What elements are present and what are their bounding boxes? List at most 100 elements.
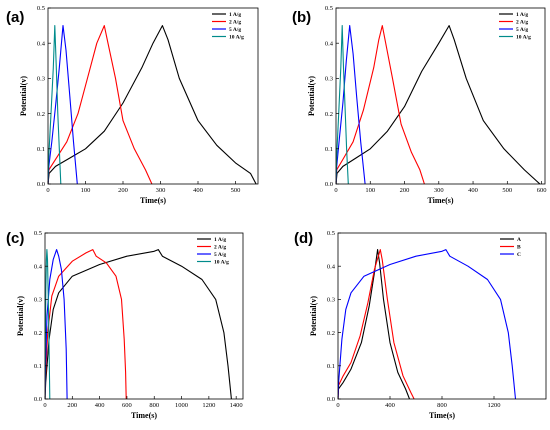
x-tick-label: 300 (156, 187, 166, 194)
y-tick-label: 0.3 (34, 297, 42, 304)
y-tick-label: 0.1 (325, 146, 333, 153)
x-axis-title: Time(s) (429, 411, 455, 420)
legend-entry: 2 A/g (229, 20, 241, 26)
series-line-2-a-g (48, 25, 153, 184)
legend-entry: 10 A/g (516, 35, 531, 41)
y-tick-label: 0.0 (325, 181, 333, 188)
y-tick-label: 0.2 (34, 330, 42, 337)
legend: 1 A/g 2 A/g5 A/g 10 A/g (212, 12, 244, 41)
legend: ABC (500, 237, 521, 258)
series-line-1-a-g (336, 25, 541, 184)
legend-entry: 10 A/g (214, 260, 229, 266)
panel-label: (b) (292, 9, 311, 26)
x-axis-title: Time(s) (131, 411, 157, 420)
legend-entry: B (517, 245, 521, 251)
series-line-5-a-g (45, 249, 68, 399)
chart-panel-0: (a) 0 100 200 300 400 500 0.0 0.1 0.2 0.3 0.4 0.5 Tim… (6, 5, 259, 205)
x-tick-label: 500 (231, 187, 241, 194)
x-tick-label: 500 (502, 187, 512, 194)
y-tick-label: 0.4 (34, 263, 43, 270)
y-axis-title: Potential(v) (309, 296, 318, 336)
series-line-5-a-g (336, 25, 366, 184)
y-tick-label: 0.5 (325, 5, 333, 12)
y-tick-label: 0.0 (327, 396, 335, 403)
legend-entry: 2 A/g (516, 20, 528, 26)
x-tick-label: 0 (43, 402, 46, 409)
x-tick-label: 0 (334, 187, 337, 194)
series-line-5-a-g (48, 25, 78, 184)
y-tick-label: 0.4 (37, 40, 46, 47)
series-line-c (338, 249, 517, 399)
y-tick-label: 0.1 (37, 146, 45, 153)
legend-entry: 5 A/g (229, 27, 241, 33)
x-tick-label: 200 (400, 187, 410, 194)
legend-entry: 1 A/g (214, 237, 226, 243)
y-tick-label: 0.4 (327, 263, 336, 270)
series-line-10-a-g (336, 25, 349, 184)
y-tick-label: 0.1 (34, 363, 42, 370)
y-tick-label: 0.3 (37, 76, 45, 83)
y-tick-label: 0.4 (325, 40, 334, 47)
series-line-2-a-g (45, 249, 127, 399)
panel-label: (c) (6, 230, 24, 247)
legend-entry: 2 A/g (214, 245, 226, 251)
plot-frame (47, 7, 259, 185)
legend-entry: 5 A/g (214, 252, 226, 258)
x-tick-label: 600 (122, 402, 132, 409)
legend-entry: 10 A/g (229, 35, 244, 41)
x-tick-label: 0 (336, 402, 339, 409)
x-tick-label: 1200 (488, 402, 501, 409)
x-tick-label: 200 (67, 402, 77, 409)
chart-panel-3: (d) 0 400 800 1200 0.0 0.1 0.2 0.3 0.4 0.5 Time(s) P… (294, 230, 547, 420)
x-tick-label: 100 (365, 187, 375, 194)
legend-entry: 5 A/g (516, 27, 528, 33)
series-line-a (338, 249, 411, 399)
series-line-10-a-g (45, 249, 51, 399)
x-tick-label: 400 (468, 187, 478, 194)
plot-frame (337, 232, 547, 400)
legend: 1 A/g 2 A/g5 A/g 10 A/g (499, 12, 531, 41)
x-tick-label: 400 (95, 402, 105, 409)
x-tick-label: 300 (434, 187, 444, 194)
legend-entry: 1 A/g (516, 12, 528, 18)
series-line-1-a-g (45, 249, 232, 399)
panel-label: (a) (6, 9, 24, 26)
y-tick-label: 0.5 (34, 230, 42, 237)
y-tick-label: 0.2 (325, 111, 333, 118)
legend-entry: 1 A/g (229, 12, 241, 18)
y-axis-title: Potential(v) (16, 296, 25, 336)
y-tick-label: 0.5 (37, 5, 45, 12)
x-axis-title: Time(s) (427, 196, 453, 205)
chart-panel-1: (b) 0 100 200 300 400 500 600 0.0 0.1 0.2 0.3 0.4 0.5… (292, 5, 546, 205)
series-line-1-a-g (48, 25, 257, 184)
panel-label: (d) (294, 230, 313, 247)
x-tick-label: 800 (437, 402, 447, 409)
x-tick-label: 600 (537, 187, 547, 194)
plot-frame (335, 7, 546, 185)
x-tick-label: 1400 (230, 402, 243, 409)
y-tick-label: 0.0 (37, 181, 45, 188)
x-tick-label: 800 (149, 402, 159, 409)
legend-entry: C (517, 252, 521, 258)
x-tick-label: 1000 (175, 402, 188, 409)
legend: 1 A/g 2 A/g5 A/g 10 A/g (197, 237, 229, 266)
legend-entry: A (517, 237, 521, 243)
y-axis-title: Potential(v) (19, 76, 28, 116)
y-tick-label: 0.0 (34, 396, 42, 403)
x-tick-label: 100 (81, 187, 91, 194)
x-tick-label: 200 (118, 187, 128, 194)
series-line-2-a-g (336, 25, 425, 184)
x-tick-label: 1200 (202, 402, 215, 409)
chart-panel-2: (c) 0 200 400 600 800 1000 1200 1400 0.0 0.1 0.2 0.3… (6, 230, 244, 420)
y-tick-label: 0.5 (327, 230, 335, 237)
y-tick-label: 0.3 (325, 76, 333, 83)
x-tick-label: 0 (46, 187, 49, 194)
x-tick-label: 400 (385, 402, 395, 409)
y-axis-title: Potential(v) (307, 76, 316, 116)
y-tick-label: 0.3 (327, 297, 335, 304)
x-tick-label: 400 (193, 187, 203, 194)
series-line-10-a-g (48, 25, 62, 184)
x-axis-title: Time(s) (140, 196, 166, 205)
y-tick-label: 0.2 (327, 330, 335, 337)
